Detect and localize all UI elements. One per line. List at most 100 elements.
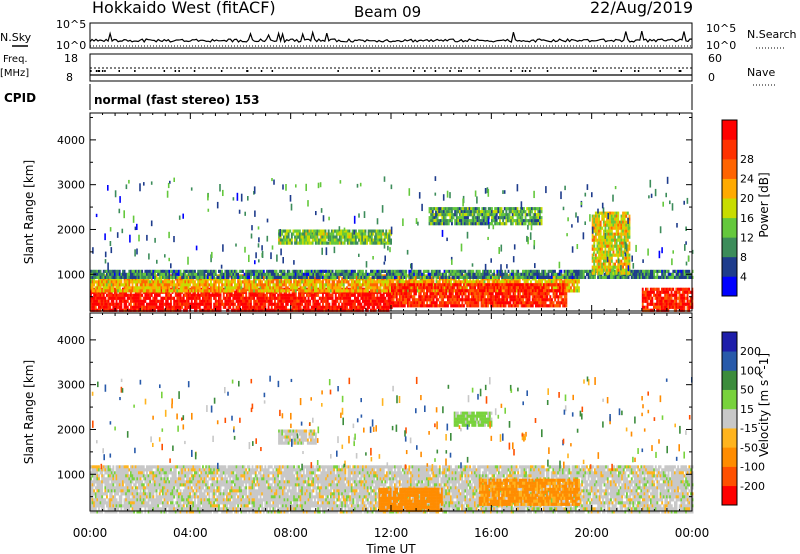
power-cell xyxy=(277,286,280,290)
freq-dot xyxy=(424,70,426,72)
power-cell xyxy=(399,289,401,293)
power-cell xyxy=(541,298,544,302)
power-cell xyxy=(349,269,352,273)
power-cell xyxy=(155,283,158,287)
power-cell xyxy=(166,280,169,284)
power-cell xyxy=(541,301,544,305)
power-cell xyxy=(344,305,347,309)
power-cell xyxy=(166,302,169,306)
power-cell xyxy=(322,283,324,287)
power-cell xyxy=(419,301,422,305)
power-cell xyxy=(312,296,315,300)
power-cell xyxy=(176,293,179,297)
power-cell xyxy=(285,296,288,300)
power-cell xyxy=(296,308,299,312)
power-cell xyxy=(246,275,249,279)
power-cell xyxy=(136,293,139,297)
power-cell xyxy=(270,293,273,297)
power-cell xyxy=(519,301,521,305)
power-cell xyxy=(322,293,324,297)
power-cell xyxy=(517,295,520,299)
power-cell xyxy=(453,269,456,273)
power-cell xyxy=(128,286,131,290)
power-cell xyxy=(405,292,408,296)
power-cell xyxy=(202,286,204,290)
power-cell xyxy=(154,275,156,279)
power-cell xyxy=(270,305,273,309)
power-cell xyxy=(496,292,499,296)
power-cell xyxy=(314,277,316,281)
power-cell xyxy=(189,289,192,293)
power-cell xyxy=(285,302,288,306)
power-cell xyxy=(224,299,227,303)
power-cell xyxy=(464,272,467,276)
power-cell xyxy=(502,275,505,279)
power-cell xyxy=(563,289,566,293)
power-cell xyxy=(493,298,496,302)
power-cell xyxy=(346,299,348,303)
power-cell xyxy=(527,286,529,290)
power-cell xyxy=(336,296,339,300)
power-cell xyxy=(514,304,517,308)
power-cell xyxy=(240,283,243,287)
power-cell xyxy=(480,280,483,284)
power-cell xyxy=(330,283,332,287)
power-cell xyxy=(146,305,148,309)
power-cell xyxy=(555,283,558,287)
power-cell xyxy=(643,272,646,276)
power-cell xyxy=(179,308,182,312)
power-cell xyxy=(206,280,209,284)
power-cell xyxy=(192,305,195,309)
power-cell xyxy=(306,308,308,312)
power-cell xyxy=(224,283,227,287)
power-cell xyxy=(126,286,129,290)
power-cell xyxy=(448,292,451,296)
power-cell xyxy=(382,269,385,273)
power-cell xyxy=(525,272,528,276)
power-cell xyxy=(360,289,363,293)
power-cell xyxy=(498,283,501,287)
power-cell xyxy=(405,283,408,287)
power-cell xyxy=(173,269,176,273)
power-cell xyxy=(391,301,393,305)
power-cell xyxy=(277,289,280,293)
power-cell xyxy=(98,280,100,284)
power-cell xyxy=(543,304,545,308)
power-cell xyxy=(517,304,520,308)
power-cell xyxy=(312,305,315,309)
power-cell xyxy=(392,301,395,305)
power-cell xyxy=(270,286,273,290)
power-cell xyxy=(181,302,184,306)
power-cell xyxy=(141,299,144,303)
power-cell xyxy=(416,301,419,305)
power-cell xyxy=(391,289,393,293)
power-cell xyxy=(330,238,333,242)
power-cell xyxy=(211,293,214,297)
power-cell xyxy=(565,289,568,293)
power-cell xyxy=(338,235,341,239)
power-cell xyxy=(182,280,185,284)
power-cell xyxy=(407,283,409,287)
power-cell xyxy=(355,305,358,309)
power-cell xyxy=(251,280,254,284)
power-cell xyxy=(147,296,150,300)
power-cell xyxy=(90,286,92,290)
power-cell xyxy=(549,283,552,287)
power-cell xyxy=(552,283,555,287)
power-cell xyxy=(150,305,153,309)
power-cell xyxy=(301,296,304,300)
power-cell xyxy=(474,286,477,290)
power-cell xyxy=(254,299,257,303)
power-cell xyxy=(245,308,248,312)
power-cell xyxy=(287,241,290,245)
power-cell xyxy=(290,299,292,303)
power-cell xyxy=(173,275,176,279)
power-cell xyxy=(240,296,243,300)
power-cell xyxy=(218,299,220,303)
power-cell xyxy=(163,302,166,306)
power-cell xyxy=(178,277,180,281)
power-cell xyxy=(90,305,92,309)
power-cell xyxy=(520,304,523,308)
power-cell xyxy=(309,289,312,293)
power-cell xyxy=(400,301,403,305)
